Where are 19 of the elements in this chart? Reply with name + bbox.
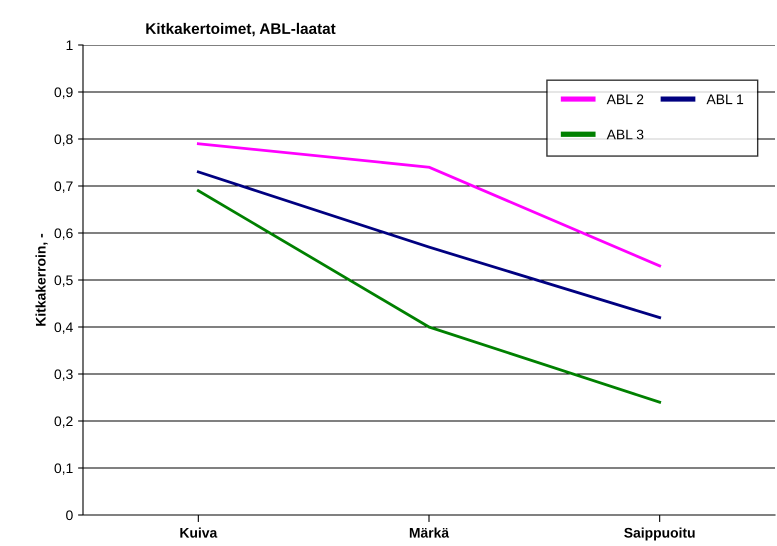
y-tick-label: 0 <box>66 510 73 520</box>
y-tick-label: 0,1 <box>54 463 73 475</box>
y-axis-title: Kitkakerroin, - <box>35 234 48 326</box>
y-tick-label: 0,8 <box>54 134 73 146</box>
legend-label: ABL 1 <box>706 94 744 104</box>
legend-label: ABL 3 <box>606 130 644 140</box>
y-tick-label: 0,4 <box>54 322 73 334</box>
y-tick-label: 0,6 <box>54 228 73 240</box>
y-tick-label: 0,9 <box>54 87 73 99</box>
y-tick-label: 0,3 <box>54 369 73 381</box>
x-tick-label: Kuiva <box>180 528 218 538</box>
chart-title: Kitkakertoimet, ABL-laatat <box>146 22 336 36</box>
y-tick-label: 1 <box>66 40 73 50</box>
x-tick-label: Märkä <box>410 528 450 538</box>
y-tick-label: 0,2 <box>54 416 73 428</box>
y-tick-label: 0,5 <box>54 275 73 287</box>
y-tick-label: 0,7 <box>54 181 73 193</box>
x-tick-label: Saippuoitu <box>624 528 695 540</box>
legend-label: ABL 2 <box>606 94 644 104</box>
